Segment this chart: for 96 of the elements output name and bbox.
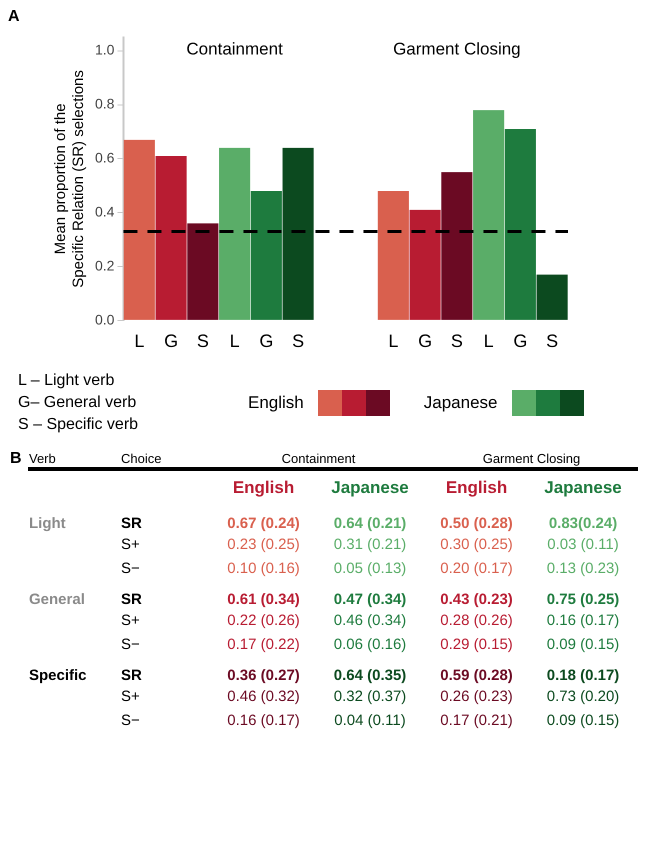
text: 0.16 (0.17) xyxy=(546,611,620,631)
annotation: Garment Closing xyxy=(393,40,521,59)
text: SR xyxy=(120,514,143,533)
text: Japanese xyxy=(330,477,410,499)
x-tick-label: L xyxy=(134,331,144,352)
text: S+ xyxy=(120,535,141,555)
x-tick-label: S xyxy=(450,331,463,352)
text: Choice xyxy=(120,450,162,468)
text: Specific xyxy=(28,666,88,685)
text: 0.32 (0.37) xyxy=(332,687,408,707)
text: General xyxy=(28,590,86,609)
bar xyxy=(473,110,504,320)
text: S− xyxy=(120,635,141,655)
text: 0.73 (0.20) xyxy=(546,687,620,707)
text: 0.13 (0.23) xyxy=(546,559,620,579)
text: Garment Closing xyxy=(482,450,582,468)
x-tick-label: G xyxy=(418,331,432,352)
y-tick-label: 0.0 xyxy=(94,311,115,328)
text: 0.43 (0.23) xyxy=(439,590,514,609)
text: 0.29 (0.15) xyxy=(439,635,514,655)
y-tick-label: 1.0 xyxy=(94,42,115,58)
text: G– General verb xyxy=(18,393,138,413)
text: 0.09 (0.15) xyxy=(546,711,620,731)
text: Light xyxy=(28,514,67,533)
y-tick-label: 0.2 xyxy=(94,257,115,274)
text: 0.16 (0.17) xyxy=(226,711,301,731)
text: 0.17 (0.21) xyxy=(439,711,514,731)
legend-label: English xyxy=(248,393,304,413)
text: 0.47 (0.34) xyxy=(332,590,408,609)
y-axis-title: Mean proportion of the Specific Relation (SR) selections xyxy=(52,70,88,288)
bar xyxy=(250,191,282,320)
x-tick-label: G xyxy=(513,331,528,352)
y-tick-label: 0.4 xyxy=(94,203,115,220)
bar xyxy=(410,210,441,320)
text: S+ xyxy=(120,687,141,707)
text: B xyxy=(10,450,22,468)
text: 0.09 (0.15) xyxy=(546,635,620,655)
text: 0.06 (0.16) xyxy=(332,635,408,655)
text: English xyxy=(444,477,508,499)
bar xyxy=(441,172,472,320)
x-tick-label: G xyxy=(164,331,178,352)
x-tick-label: S xyxy=(292,331,304,352)
chart-title: A xyxy=(8,8,21,26)
bar xyxy=(156,156,187,320)
bar xyxy=(219,148,250,320)
text: Containment xyxy=(280,450,356,468)
bar xyxy=(124,140,155,320)
text: 0.75 (0.25) xyxy=(546,590,620,609)
text: 0.46 (0.34) xyxy=(332,611,408,631)
x-tick-label: L xyxy=(388,331,398,352)
bar xyxy=(378,191,409,320)
text: Japanese xyxy=(543,477,623,499)
text: 0.64 (0.35) xyxy=(332,666,408,685)
text: 0.30 (0.25) xyxy=(439,535,514,555)
bar xyxy=(187,223,218,320)
text: 0.59 (0.28) xyxy=(439,666,514,685)
y-tick-label: 0.6 xyxy=(94,150,115,166)
x-tick-label: S xyxy=(546,331,558,352)
text: 0.28 (0.26) xyxy=(439,611,514,631)
text: 0.10 (0.16) xyxy=(226,559,301,579)
text: 0.31 (0.21) xyxy=(332,535,408,555)
annotation: Containment xyxy=(186,40,284,59)
bar xyxy=(536,274,568,320)
text: 0.20 (0.17) xyxy=(439,559,514,579)
text: L – Light verb xyxy=(18,371,116,391)
text: 0.04 (0.11) xyxy=(333,711,407,731)
text: 0.05 (0.13) xyxy=(332,559,408,579)
bar xyxy=(282,148,314,320)
x-tick-label: L xyxy=(484,331,494,352)
x-tick-label: L xyxy=(230,331,240,352)
text: S− xyxy=(120,711,141,731)
text: 0.64 (0.21) xyxy=(332,514,408,533)
x-tick-label: G xyxy=(259,331,274,352)
text: 0.17 (0.22) xyxy=(226,635,301,655)
text: 0.46 (0.32) xyxy=(226,687,301,707)
text: 0.61 (0.34) xyxy=(226,590,301,609)
text: S – Specific verb xyxy=(18,415,140,435)
text: 0.18 (0.17) xyxy=(546,666,620,685)
text: 0.03 (0.11) xyxy=(546,535,620,555)
text: 0.36 (0.27) xyxy=(226,666,301,685)
legend-label: Japanese xyxy=(424,393,498,413)
y-tick-label: 0.8 xyxy=(94,96,115,112)
text: 0.22 (0.26) xyxy=(226,611,301,631)
text: SR xyxy=(120,666,143,685)
text: 0.23 (0.25) xyxy=(226,535,301,555)
text: 0.26 (0.23) xyxy=(439,687,514,707)
x-tick-label: S xyxy=(196,331,209,352)
bar xyxy=(504,129,536,320)
text: S+ xyxy=(120,611,141,631)
text: SR xyxy=(120,590,143,609)
text: 0.83(0.24) xyxy=(548,514,618,533)
text: 0.50 (0.28) xyxy=(439,514,514,533)
text: Verb xyxy=(28,450,57,468)
text: English xyxy=(232,477,296,499)
text: 0.67 (0.24) xyxy=(226,514,301,533)
text: S− xyxy=(120,559,141,579)
